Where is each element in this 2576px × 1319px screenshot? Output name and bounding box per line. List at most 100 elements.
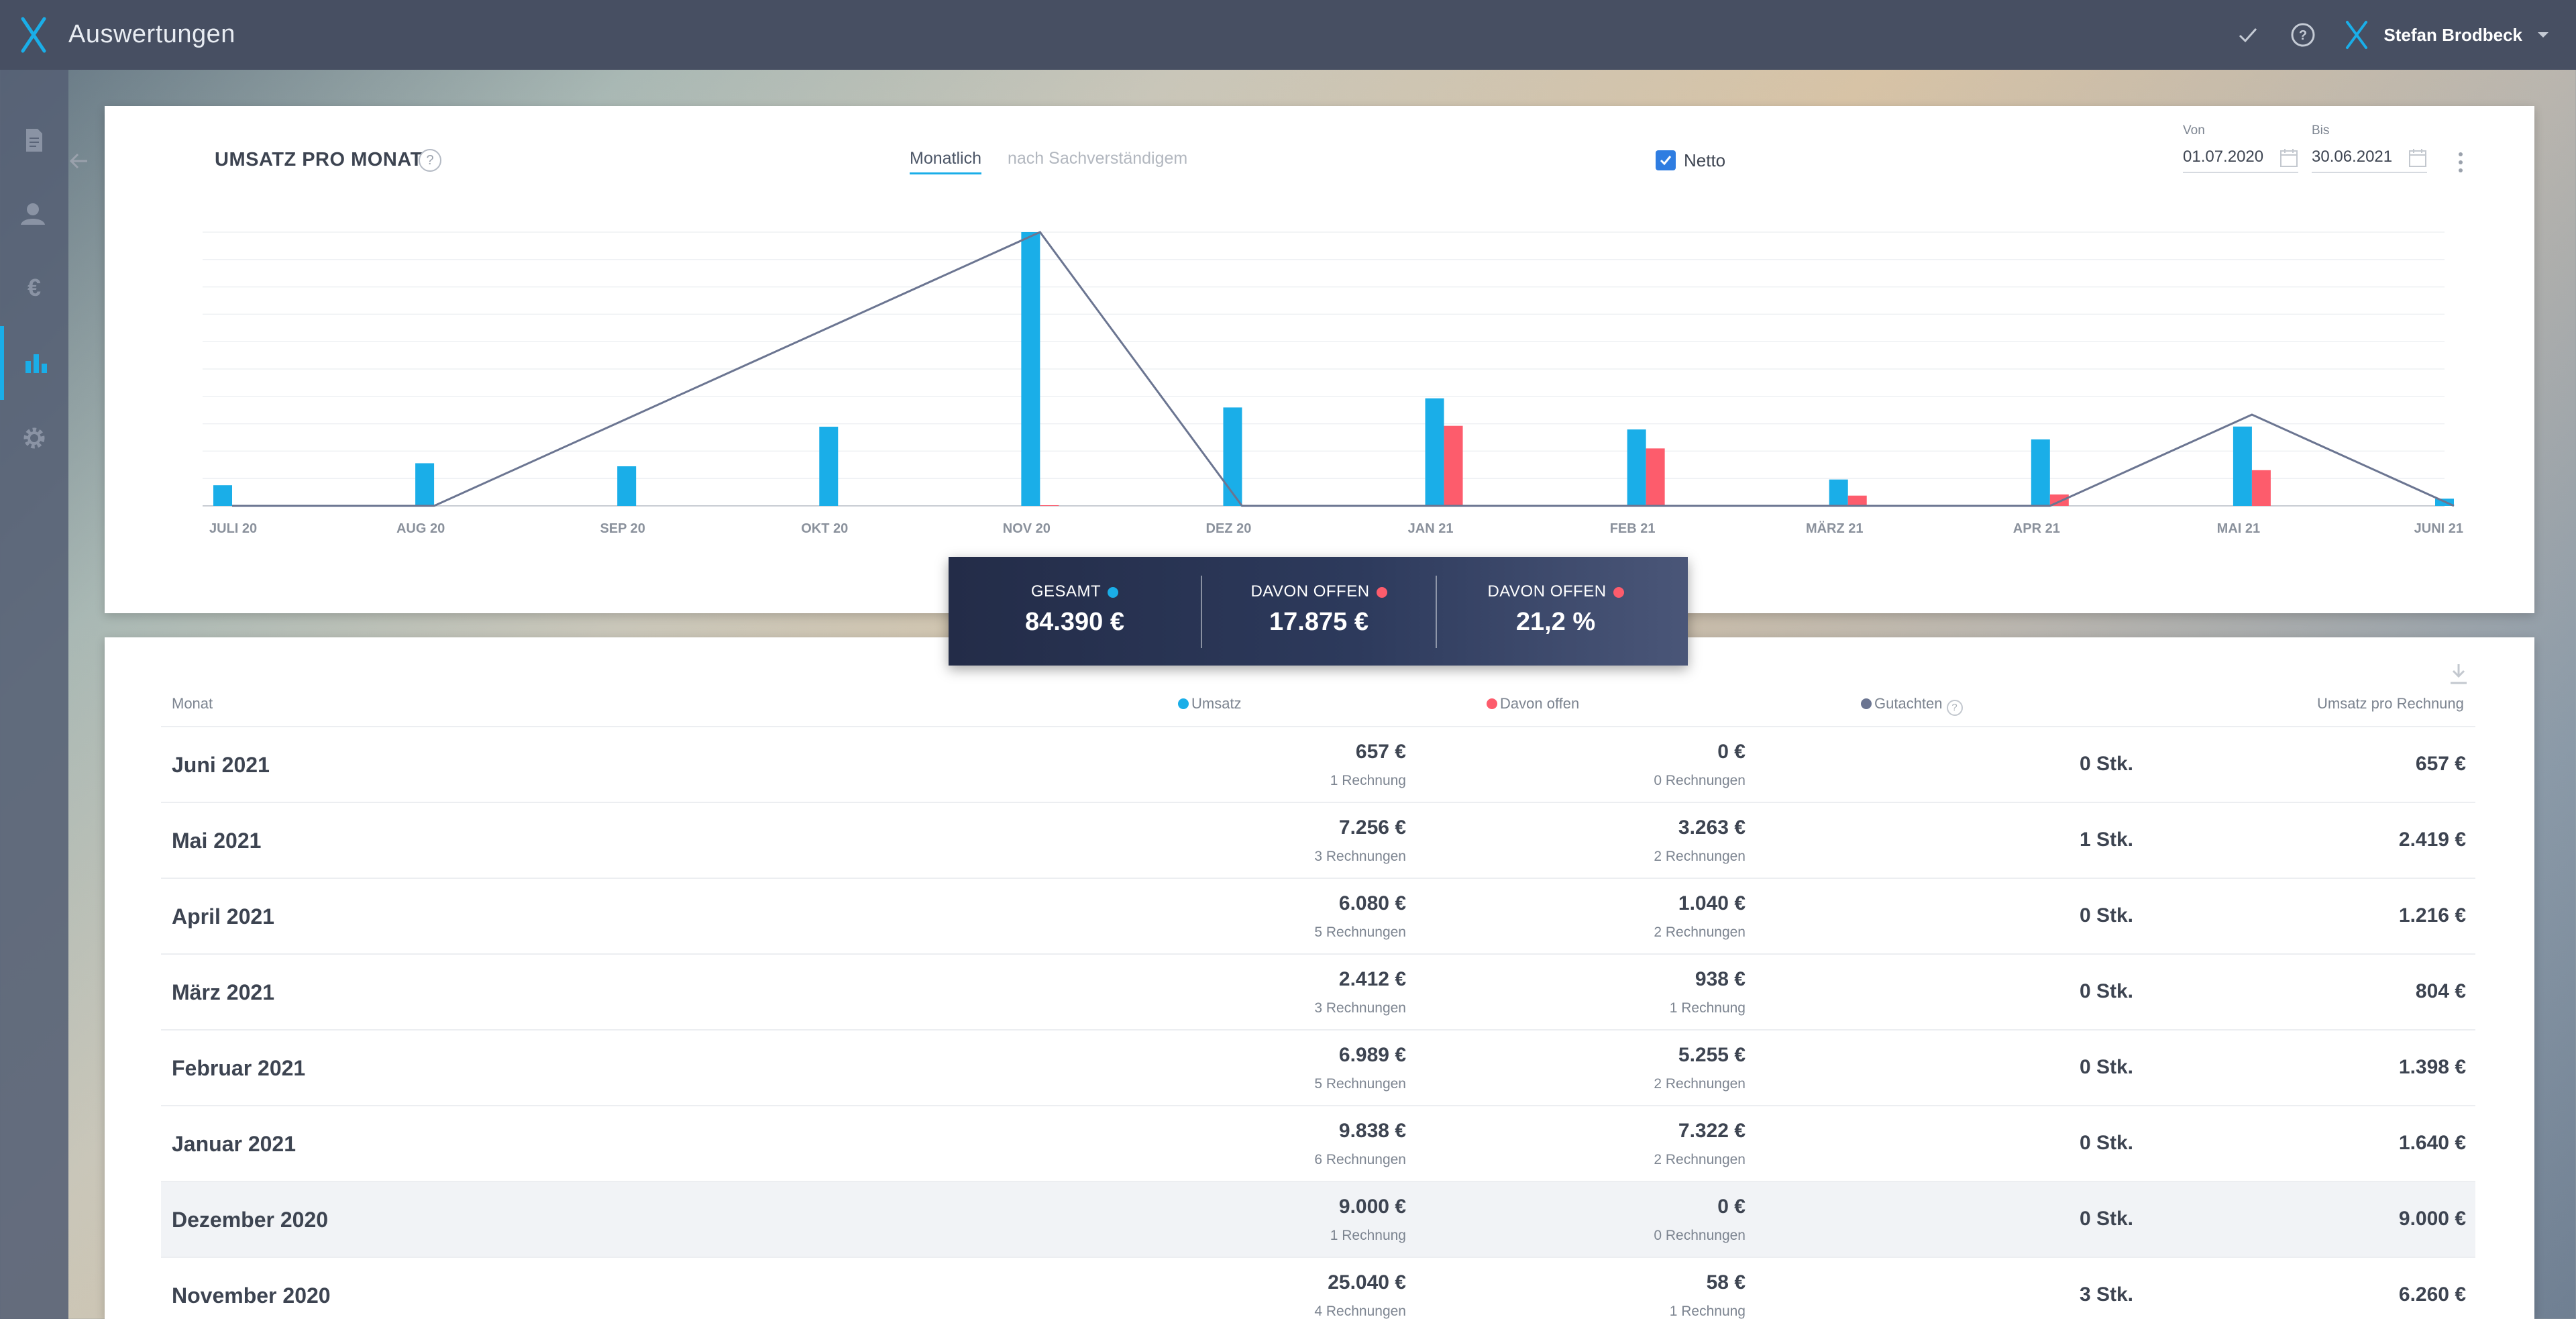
cell-reports: 1 Stk. — [2079, 829, 2133, 851]
bar-umsatz — [415, 463, 435, 506]
x-tick-label: APR 21 — [2013, 521, 2060, 536]
summary-open-percent: DAVON OFFEN 21,2 % — [1437, 557, 1674, 666]
table-row[interactable]: November 2020 25.040 € 4 Rechnungen 58 € 1 R… — [161, 1257, 2475, 1319]
cell-month: November 2020 — [172, 1283, 331, 1308]
cell-open: 938 € — [1695, 968, 1746, 990]
user-menu[interactable]: Stefan Brodbeck — [2345, 19, 2549, 50]
bar-umsatz — [819, 427, 839, 506]
cell-open-count: 0 Rechnungen — [1654, 773, 1746, 788]
help-icon[interactable]: ? — [2290, 21, 2316, 48]
checkmark-icon — [1660, 156, 1672, 166]
cell-revenue: 25.040 € — [1328, 1271, 1406, 1294]
summary-total: GESAMT 84.390 € — [949, 557, 1201, 666]
bar-umsatz — [617, 466, 637, 506]
bar-umsatz — [1223, 407, 1242, 506]
netto-label: Netto — [1684, 150, 1726, 170]
summary-open: DAVON OFFEN 17.875 € — [1202, 557, 1436, 666]
chart-title: UMSATZ PRO MONAT — [215, 149, 423, 170]
cell-per-invoice: 804 € — [2415, 980, 2466, 1002]
more-options-icon[interactable] — [2454, 149, 2467, 176]
cell-reports: 0 Stk. — [2079, 1208, 2133, 1230]
cell-per-invoice: 9.000 € — [2398, 1208, 2466, 1230]
cell-month: Januar 2021 — [172, 1132, 297, 1156]
summary-open-pct-label: DAVON OFFEN — [1487, 582, 1607, 600]
table-row[interactable]: Februar 2021 6.989 € 5 Rechnungen 5.255 € 2 … — [161, 1029, 2475, 1105]
to-date-field[interactable]: 30.06.2021 — [2312, 146, 2427, 173]
column-header-open[interactable]: Davon offen — [1487, 695, 1579, 713]
chevron-down-icon — [2538, 32, 2548, 38]
svg-text:€: € — [28, 275, 41, 301]
cell-open-count: 2 Rechnungen — [1654, 849, 1746, 864]
netto-checkbox[interactable] — [1656, 150, 1676, 170]
legend-dot-blue — [1108, 586, 1119, 598]
cell-revenue-count: 3 Rechnungen — [1314, 849, 1406, 864]
cell-open-count: 2 Rechnungen — [1654, 1152, 1746, 1167]
cell-revenue-count: 4 Rechnungen — [1314, 1304, 1406, 1319]
from-date-field[interactable]: 01.07.2020 — [2183, 146, 2298, 173]
sidebar-item-reports[interactable] — [0, 326, 68, 400]
column-header-reports-label: Gutachten — [1874, 695, 1943, 712]
revenue-chart: JULI 20 AUG 20 SEP 20 OKT 20 NOV 20 DEZ 20 JAN… — [203, 231, 2463, 536]
sidebar-item-contacts[interactable] — [0, 177, 68, 251]
sidebar-item-finance[interactable]: € — [0, 251, 68, 325]
help-icon[interactable]: ? — [1946, 700, 1963, 716]
summary-total-label: GESAMT — [1030, 582, 1102, 600]
bar-umsatz — [1627, 429, 1646, 506]
bar-chart-icon — [25, 354, 47, 373]
chart-card — [105, 106, 2534, 613]
download-icon[interactable] — [2449, 663, 2469, 686]
table-row[interactable]: Januar 2021 9.838 € 6 Rechnungen 7.322 € 2 R… — [161, 1105, 2475, 1181]
bar-umsatz — [1829, 479, 1848, 506]
cell-reports: 3 Stk. — [2079, 1283, 2133, 1306]
cell-reports: 0 Stk. — [2079, 904, 2133, 927]
summary-box: GESAMT 84.390 € DAVON OFFEN 17.875 € DAV… — [949, 557, 1688, 666]
top-bar: Auswertungen ? Stefan Brodbeck — [0, 0, 2576, 70]
table-row[interactable]: Juni 2021 657 € 1 Rechnung 0 € 0 Rechnungen 0… — [161, 726, 2475, 802]
cell-revenue: 9.838 € — [1338, 1120, 1406, 1142]
sidebar-item-settings[interactable] — [0, 401, 68, 475]
cell-revenue-count: 6 Rechnungen — [1314, 1152, 1406, 1167]
column-header-per-invoice[interactable]: Umsatz pro Rechnung — [2317, 695, 2464, 712]
cell-open: 3.263 € — [1678, 816, 1746, 839]
bar-davon-offen — [1847, 495, 1867, 506]
svg-text:?: ? — [2299, 28, 2307, 43]
cell-per-invoice: 6.260 € — [2398, 1283, 2466, 1306]
cell-reports: 0 Stk. — [2079, 980, 2133, 1002]
cell-reports: 0 Stk. — [2079, 753, 2133, 775]
cell-per-invoice: 657 € — [2415, 753, 2466, 775]
x-tick-label: NOV 20 — [1003, 521, 1051, 536]
to-date-label: Bis — [2312, 123, 2330, 138]
back-arrow-icon[interactable] — [67, 149, 91, 173]
sidebar: € — [0, 70, 68, 1319]
x-tick-label: DEZ 20 — [1206, 521, 1252, 536]
sidebar-item-documents[interactable] — [0, 103, 68, 177]
column-header-revenue[interactable]: Umsatz — [1178, 695, 1242, 713]
calendar-icon[interactable] — [2408, 148, 2427, 168]
summary-open-pct-value: 21,2 % — [1515, 608, 1596, 636]
cell-revenue: 7.256 € — [1338, 816, 1406, 839]
check-icon[interactable] — [2235, 21, 2261, 48]
cell-open-count: 1 Rechnung — [1669, 1000, 1746, 1016]
app-logo-icon[interactable] — [19, 15, 48, 55]
cell-reports: 0 Stk. — [2079, 1132, 2133, 1154]
cell-revenue-count: 1 Rechnung — [1330, 773, 1406, 788]
table-row[interactable]: März 2021 2.412 € 3 Rechnungen 938 € 1 Rechn… — [161, 953, 2475, 1029]
tab-monthly[interactable]: Monatlich — [910, 149, 981, 174]
bar-umsatz — [2031, 439, 2050, 506]
help-icon[interactable]: ? — [419, 149, 441, 172]
cell-revenue: 6.080 € — [1338, 892, 1406, 914]
legend-dot-red — [1487, 698, 1497, 709]
table-row[interactable]: Mai 2021 7.256 € 3 Rechnungen 3.263 € 2 Rech… — [161, 802, 2475, 878]
x-tick-label: MAI 21 — [2217, 521, 2260, 536]
bar-davon-offen — [1444, 425, 1463, 506]
summary-total-value: 84.390 € — [1025, 608, 1124, 636]
calendar-icon[interactable] — [2279, 148, 2298, 168]
cell-open-count: 2 Rechnungen — [1654, 925, 1746, 940]
cell-revenue: 6.989 € — [1338, 1044, 1406, 1066]
x-tick-label: SEP 20 — [600, 521, 645, 536]
table-row[interactable]: Dezember 2020 9.000 € 1 Rechnung 0 € 0 Rechn… — [161, 1181, 2475, 1257]
table-row[interactable]: April 2021 6.080 € 5 Rechnungen 1.040 € 2 Re… — [161, 878, 2475, 953]
bar-davon-offen — [2251, 470, 2271, 506]
column-header-reports[interactable]: Gutachten? — [1861, 695, 1963, 716]
tab-by-expert[interactable]: nach Sachverständigem — [1008, 149, 1188, 168]
